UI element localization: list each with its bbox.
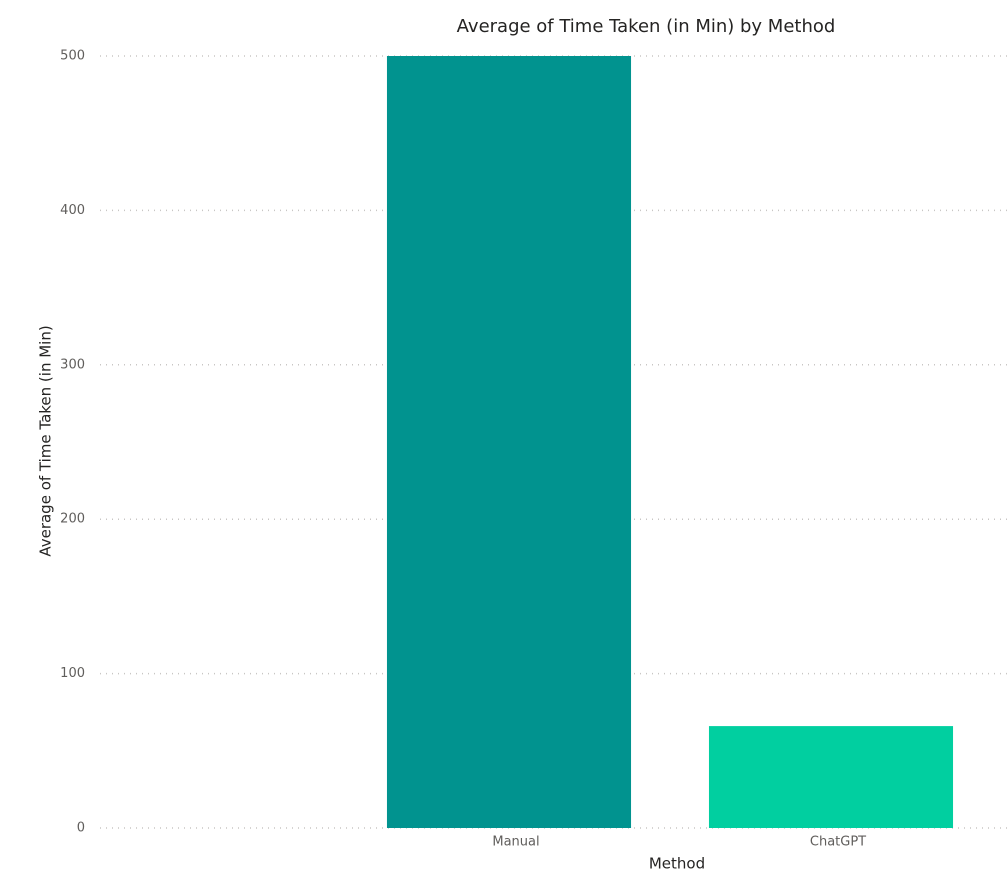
bar: [708, 726, 954, 828]
chart-title: Average of Time Taken (in Min) by Method: [457, 16, 836, 37]
y-tick-label: 500: [60, 49, 85, 64]
y-tick-label: 400: [60, 203, 85, 218]
y-tick-label: 200: [60, 512, 85, 527]
x-tick-label: Manual: [492, 835, 539, 850]
x-tick-label: ChatGPT: [810, 835, 866, 850]
bar: [386, 56, 632, 828]
y-axis-title: Average of Time Taken (in Min): [37, 325, 55, 556]
x-axis-title: Method: [649, 855, 705, 873]
y-tick-label: 0: [77, 821, 85, 836]
y-tick-label: 100: [60, 666, 85, 681]
y-tick-label: 300: [60, 357, 85, 372]
